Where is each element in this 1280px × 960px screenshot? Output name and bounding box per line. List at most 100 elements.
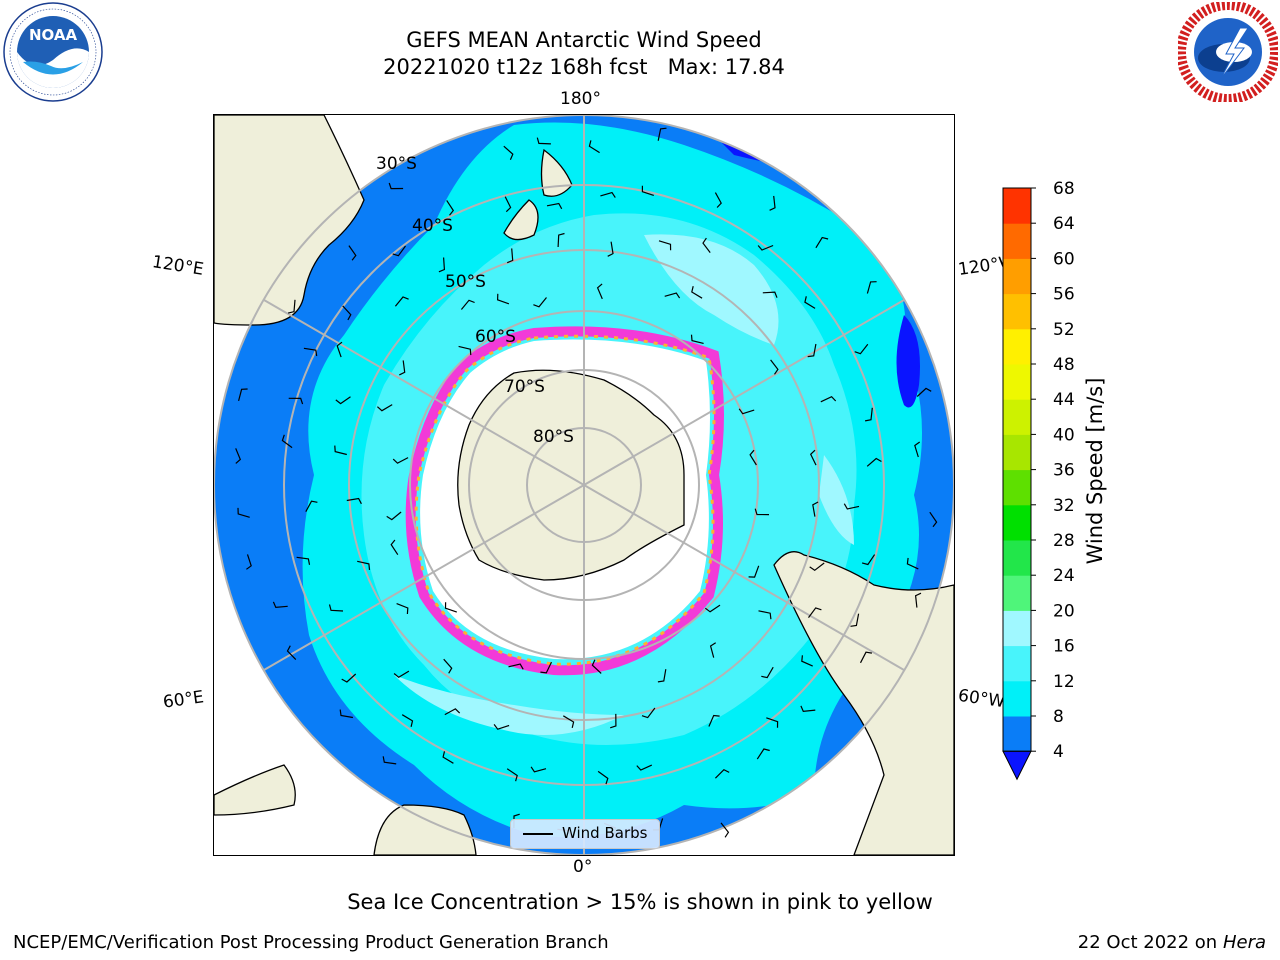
- wind-barb: [540, 661, 553, 674]
- wind-barb: [914, 441, 921, 458]
- wind-barb: [334, 445, 347, 456]
- wind-barb: [530, 766, 547, 773]
- legend-line-icon: [523, 833, 553, 835]
- wind-barb: [536, 137, 551, 145]
- wind-barb: [770, 359, 779, 375]
- wind-barb: [533, 297, 547, 308]
- wind-barb: [761, 666, 774, 679]
- colorbar-tick-label: 40: [1053, 425, 1075, 445]
- colorbar-segment: [1003, 293, 1031, 330]
- wind-barb: [396, 603, 409, 615]
- chart-subtitle: 20221020 t12z 168h fcst Max: 17.84: [383, 55, 785, 79]
- wind-barb: [866, 281, 877, 294]
- wind-barb: [443, 658, 453, 674]
- wind-barb: [496, 293, 510, 305]
- wind-barb: [664, 292, 681, 299]
- wind-barb: [446, 200, 455, 216]
- colorbar-segment: [1003, 716, 1031, 752]
- colorbar-label: Wind Speed [m/s]: [1083, 377, 1107, 565]
- legend-label: Wind Barbs: [562, 824, 648, 842]
- colorbar-segment: [1003, 328, 1031, 365]
- wind-barb: [346, 497, 362, 505]
- wind-barb: [916, 387, 932, 397]
- wind-barb: [503, 145, 514, 160]
- colorbar-segment: [1003, 610, 1031, 647]
- colorbar-segment: [1003, 645, 1031, 682]
- lon-label-180: 180°: [560, 89, 601, 109]
- wind-barb: [704, 604, 721, 613]
- wind-barb: [591, 659, 602, 674]
- lat-label-30s: 30°S: [376, 154, 417, 174]
- wind-barb: [801, 655, 813, 667]
- footer-credit: NCEP/EMC/Verification Post Processing Pr…: [13, 932, 609, 953]
- colorbar-segment: [1003, 504, 1031, 541]
- wind-barb: [444, 602, 457, 613]
- lon-label-60e: 60°E: [161, 687, 206, 713]
- wind-barb: [756, 748, 770, 760]
- wind-barb: [303, 347, 318, 357]
- wind-barb: [657, 127, 667, 141]
- wind-barb: [390, 539, 399, 556]
- wind-barbs: [235, 127, 938, 838]
- lon-label-0: 0°: [573, 857, 593, 877]
- wind-barb: [596, 283, 603, 300]
- lat-label-50s: 50°S: [445, 272, 486, 292]
- wind-barb: [377, 404, 393, 412]
- wind-barb: [546, 202, 563, 210]
- wind-barb: [342, 305, 352, 321]
- wind-barb: [401, 714, 414, 727]
- wind-barb: [807, 343, 817, 358]
- wind-barb: [641, 707, 656, 719]
- wind-barb: [861, 554, 876, 566]
- wind-barb: [815, 236, 829, 249]
- wind-barb: [382, 756, 397, 765]
- chart-title: GEFS MEAN Antarctic Wind Speed: [406, 28, 762, 52]
- wind-barb: [392, 245, 406, 257]
- wind-barb: [557, 232, 565, 248]
- wind-barb: [508, 663, 524, 670]
- wind-barb: [336, 341, 343, 358]
- colorbar-tick-label: 16: [1053, 637, 1075, 657]
- wind-barb: [929, 511, 938, 528]
- wind-barb: [720, 822, 730, 838]
- wind-barb: [348, 245, 357, 261]
- polar-map: 30°S 40°S 50°S 60°S 70°S 80°S Wind Barbs: [213, 114, 955, 856]
- wind-barb: [757, 244, 774, 251]
- noaa-logo: NOAA: [3, 2, 103, 102]
- wind-barb: [458, 345, 472, 356]
- wind-barb: [335, 396, 351, 405]
- wind-barb: [562, 715, 575, 729]
- lon-label-120e: 120°E: [150, 252, 205, 280]
- wind-barb: [272, 601, 288, 609]
- wind-barb: [804, 296, 816, 309]
- wind-barb: [286, 645, 297, 661]
- wind-barb: [708, 714, 720, 727]
- wind-barb: [766, 717, 779, 728]
- wind-barb: [749, 449, 757, 466]
- wind-barb: [588, 140, 600, 154]
- wind-barb: [506, 248, 514, 264]
- wind-barb: [769, 195, 776, 211]
- wind-barb: [460, 299, 475, 310]
- wind-barb: [762, 291, 778, 298]
- lat-label-60s: 60°S: [475, 327, 516, 347]
- wind-barb: [246, 554, 252, 570]
- map-svg: 30°S 40°S 50°S 60°S 70°S 80°S: [214, 115, 954, 855]
- wind-barb: [394, 296, 409, 307]
- wind-barb: [691, 286, 703, 299]
- wind-barb: [808, 607, 822, 618]
- lat-label-70s: 70°S: [504, 377, 545, 397]
- wind-barb: [357, 560, 371, 570]
- wind-barb: [506, 768, 518, 782]
- wind-barb: [399, 360, 406, 376]
- footer-host: Hera: [1222, 932, 1266, 953]
- wind-barb: [748, 565, 760, 578]
- wind-barb: [438, 257, 446, 273]
- colorbar-segment: [1003, 575, 1031, 611]
- lat-label-80s: 80°S: [533, 427, 574, 447]
- wind-barb: [296, 556, 311, 565]
- colorbar-segment: [1003, 469, 1031, 506]
- wind-barb: [341, 673, 357, 683]
- colorbar-tick-label: 24: [1053, 566, 1075, 586]
